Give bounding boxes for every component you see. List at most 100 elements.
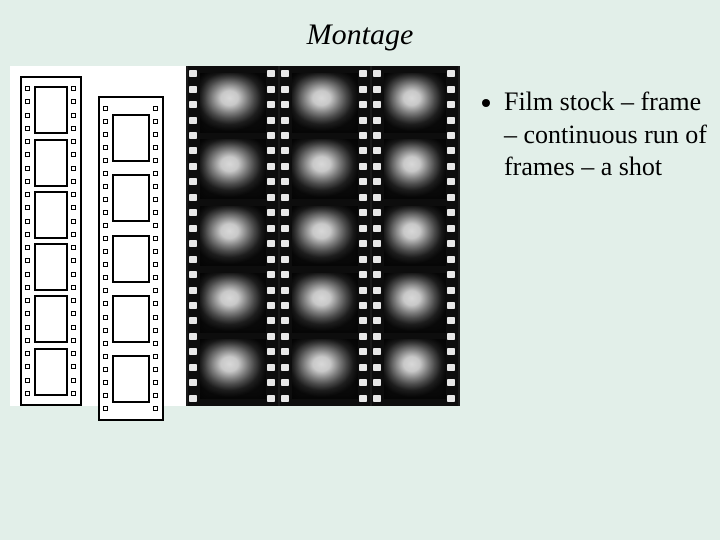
sprocket-hole: [153, 249, 158, 254]
sprocket-hole: [267, 271, 275, 278]
sprocket-hole: [153, 380, 158, 385]
sprocket-hole: [267, 225, 275, 232]
sprocket-hole: [359, 225, 367, 232]
sprocket-hole: [189, 271, 197, 278]
sprocket-hole: [447, 271, 455, 278]
sprocket-hole: [71, 258, 76, 263]
sprocket-hole: [359, 333, 367, 340]
sprocket-hole: [153, 197, 158, 202]
sprocket-hole: [359, 302, 367, 309]
sprocket-hole: [189, 379, 197, 386]
sprocket-hole: [25, 298, 30, 303]
sprocket-hole: [103, 262, 108, 267]
sprocket-hole: [267, 147, 275, 154]
sprocket-hole: [103, 380, 108, 385]
historical-frame: [384, 73, 446, 133]
sprocket-hole: [189, 117, 197, 124]
sprocket-hole: [71, 272, 76, 277]
sprocket-hole: [25, 179, 30, 184]
sprocket-hole: [103, 210, 108, 215]
sprocket-hole: [153, 275, 158, 280]
sprocket-hole: [71, 192, 76, 197]
sprocket-column: [25, 82, 31, 400]
sprocket-hole: [103, 106, 108, 111]
sprocket-hole: [267, 302, 275, 309]
sprocket-hole: [373, 287, 381, 294]
historical-frame: [384, 139, 446, 199]
sprocket-hole: [153, 367, 158, 372]
sprocket-hole: [153, 223, 158, 228]
sprocket-hole: [373, 101, 381, 108]
sprocket-hole: [71, 205, 76, 210]
sprocket-hole: [447, 101, 455, 108]
sprocket-hole: [373, 302, 381, 309]
sprocket-hole: [373, 163, 381, 170]
sprocket-hole: [281, 256, 289, 263]
historical-frame: [200, 206, 266, 266]
sprocket-hole: [281, 147, 289, 154]
sprocket-hole: [359, 379, 367, 386]
sprocket-hole: [103, 301, 108, 306]
sprocket-hole: [281, 395, 289, 402]
sprocket-hole: [281, 302, 289, 309]
sprocket-hole: [447, 256, 455, 263]
sprocket-hole: [373, 395, 381, 402]
sprocket-hole: [447, 333, 455, 340]
sprocket-hole: [447, 395, 455, 402]
bullet-list: Film stock – frame – continuous run of f…: [480, 86, 710, 184]
sprocket-hole: [189, 348, 197, 355]
sprocket-hole: [267, 287, 275, 294]
historical-frame: [200, 73, 266, 133]
sprocket-hole: [447, 86, 455, 93]
sprocket-hole: [373, 147, 381, 154]
sprocket-hole: [25, 391, 30, 396]
sprocket-hole: [103, 171, 108, 176]
sprocket-column: [103, 102, 109, 415]
sprocket-hole: [71, 245, 76, 250]
sprocket-hole: [447, 209, 455, 216]
sprocket-hole: [189, 132, 197, 139]
sprocket-hole: [447, 364, 455, 371]
sprocket-hole: [71, 298, 76, 303]
blank-frame: [34, 86, 68, 134]
sprocket-hole: [189, 101, 197, 108]
sprocket-hole: [281, 287, 289, 294]
sprocket-hole: [153, 184, 158, 189]
sprocket-hole: [267, 178, 275, 185]
sprocket-hole: [25, 139, 30, 144]
sprocket-hole: [153, 119, 158, 124]
bullet-item: Film stock – frame – continuous run of f…: [504, 86, 710, 184]
sprocket-hole: [25, 99, 30, 104]
sprocket-hole: [373, 333, 381, 340]
sprocket-hole: [153, 210, 158, 215]
sprocket-hole: [267, 194, 275, 201]
sprocket-hole: [153, 132, 158, 137]
sprocket-hole: [447, 194, 455, 201]
sprocket-column: [189, 66, 199, 406]
sprocket-hole: [153, 236, 158, 241]
sprocket-hole: [281, 240, 289, 247]
historical-frame: [200, 273, 266, 333]
sprocket-hole: [359, 395, 367, 402]
historical-frame: [292, 339, 358, 399]
sprocket-hole: [103, 341, 108, 346]
sprocket-hole: [153, 145, 158, 150]
sprocket-hole: [71, 113, 76, 118]
sprocket-hole: [359, 163, 367, 170]
sprocket-column: [281, 66, 291, 406]
sprocket-hole: [359, 194, 367, 201]
sprocket-hole: [71, 219, 76, 224]
sprocket-hole: [25, 152, 30, 157]
historical-filmstrip-3: [372, 66, 458, 406]
sprocket-hole: [359, 147, 367, 154]
sprocket-hole: [103, 393, 108, 398]
sprocket-hole: [189, 317, 197, 324]
sprocket-hole: [189, 225, 197, 232]
sprocket-hole: [71, 232, 76, 237]
historical-frame: [200, 139, 266, 199]
sprocket-hole: [373, 194, 381, 201]
sprocket-hole: [267, 86, 275, 93]
sprocket-hole: [359, 101, 367, 108]
sprocket-hole: [189, 364, 197, 371]
sprocket-hole: [359, 86, 367, 93]
